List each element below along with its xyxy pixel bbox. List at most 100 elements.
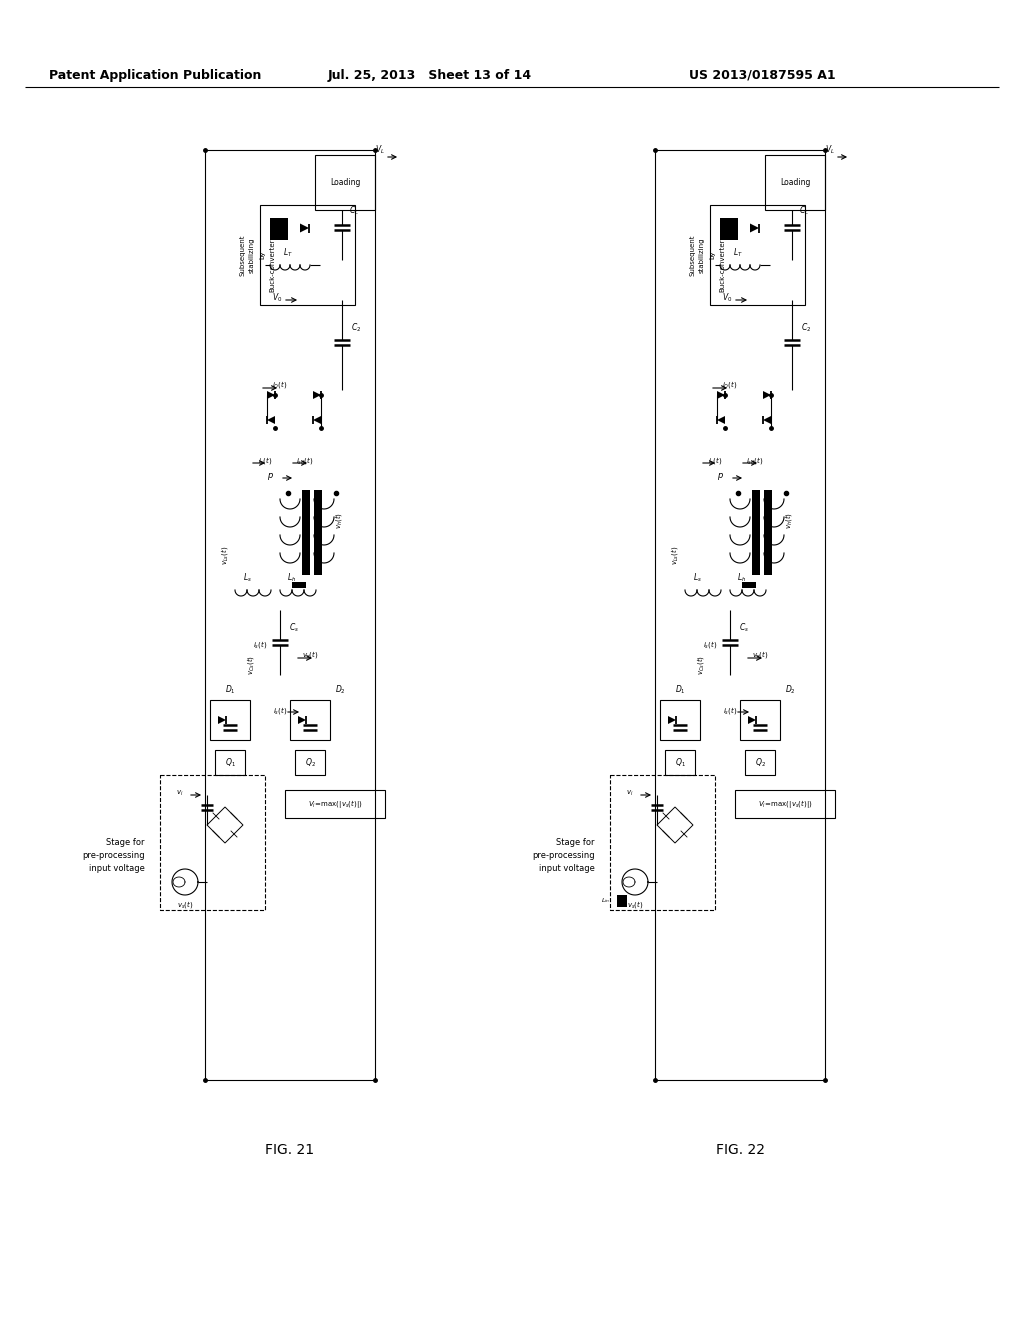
Text: pre-processing: pre-processing: [82, 851, 145, 861]
Bar: [210, 700, 250, 741]
Polygon shape: [218, 715, 226, 723]
Text: Loading: Loading: [330, 178, 360, 187]
Polygon shape: [748, 715, 756, 723]
Bar: [270, 218, 288, 240]
Polygon shape: [717, 391, 725, 399]
Text: $V_i\!=\!\max(|v_s(t)|)$: $V_i\!=\!\max(|v_s(t)|)$: [758, 799, 812, 810]
Text: $i_s(t)$: $i_s(t)$: [258, 454, 272, 466]
Text: $L_s$: $L_s$: [243, 572, 252, 585]
Text: $Q_2$: $Q_2$: [755, 756, 766, 770]
Bar: [285, 789, 385, 818]
Text: $D_1$: $D_1$: [675, 684, 685, 696]
Text: stabilizing: stabilizing: [249, 238, 255, 273]
Text: $i_{sd}(t)$: $i_{sd}(t)$: [296, 454, 313, 466]
Text: $v_{Cs}(t)$: $v_{Cs}(t)$: [245, 655, 256, 675]
Text: $V_0$: $V_0$: [722, 292, 732, 304]
Text: $v_i$: $v_i$: [627, 788, 634, 797]
Text: $L_s$: $L_s$: [692, 572, 701, 585]
Text: $v_{Ls}(t)$: $v_{Ls}(t)$: [219, 545, 230, 565]
Text: Buck-converter: Buck-converter: [269, 238, 275, 292]
Bar: [764, 490, 772, 576]
Text: $i_s(t)$: $i_s(t)$: [723, 705, 737, 715]
Text: $D_1$: $D_1$: [224, 684, 236, 696]
Bar: [617, 895, 627, 907]
Text: $v_h(t)$: $v_h(t)$: [782, 511, 794, 528]
Text: $i_D(t)$: $i_D(t)$: [272, 380, 288, 391]
Text: $C_L$: $C_L$: [799, 205, 809, 218]
Text: $V_L$: $V_L$: [825, 144, 835, 156]
Text: $C_L$: $C_L$: [349, 205, 359, 218]
Bar: [295, 750, 325, 775]
Bar: [215, 750, 245, 775]
Bar: [292, 582, 306, 587]
Text: Stage for: Stage for: [106, 838, 145, 847]
Text: $L_T$: $L_T$: [283, 247, 293, 259]
Text: $v_{Cs}(t)$: $v_{Cs}(t)$: [694, 655, 706, 675]
Polygon shape: [267, 391, 275, 399]
Text: $C_s$: $C_s$: [739, 622, 749, 634]
Text: $v_s(t)$: $v_s(t)$: [302, 649, 318, 660]
Polygon shape: [267, 416, 275, 424]
Text: $L_T$: $L_T$: [733, 247, 743, 259]
Text: $i_s(t)$: $i_s(t)$: [708, 454, 722, 466]
Text: Loading: Loading: [780, 178, 810, 187]
Bar: [710, 205, 805, 305]
Text: $V_i\!=\!\max(|v_s(t)|)$: $V_i\!=\!\max(|v_s(t)|)$: [307, 799, 362, 810]
Bar: [290, 700, 330, 741]
Text: $i_s(t)$: $i_s(t)$: [702, 639, 717, 651]
Text: $v_i$: $v_i$: [176, 788, 183, 797]
Text: Jul. 25, 2013   Sheet 13 of 14: Jul. 25, 2013 Sheet 13 of 14: [328, 69, 532, 82]
Text: $Q_1$: $Q_1$: [224, 756, 236, 770]
Text: $i_s(t)$: $i_s(t)$: [253, 639, 267, 651]
Text: p: p: [718, 470, 723, 479]
Polygon shape: [763, 391, 771, 399]
Text: $L_h$: $L_h$: [737, 572, 746, 585]
Bar: [735, 789, 835, 818]
Text: Subsequent: Subsequent: [239, 234, 245, 276]
Text: stabilizing: stabilizing: [699, 238, 705, 273]
Text: $v_{s}(t)$: $v_{s}(t)$: [177, 899, 194, 909]
Text: $i_D(t)$: $i_D(t)$: [722, 380, 737, 391]
Text: $D_2$: $D_2$: [335, 684, 345, 696]
Text: by: by: [259, 251, 265, 259]
Bar: [742, 582, 756, 587]
Text: input voltage: input voltage: [539, 865, 595, 873]
Polygon shape: [300, 223, 309, 232]
Polygon shape: [668, 715, 676, 723]
Text: FIG. 21: FIG. 21: [265, 1143, 314, 1158]
Text: p: p: [267, 470, 272, 479]
Text: $Q_2$: $Q_2$: [304, 756, 315, 770]
Text: $i_s(t)$: $i_s(t)$: [272, 705, 287, 715]
Text: $i_{sd}(t)$: $i_{sd}(t)$: [746, 454, 764, 466]
Text: $V_L$: $V_L$: [375, 144, 385, 156]
Bar: [314, 490, 322, 576]
Text: $C_s$: $C_s$: [289, 622, 299, 634]
Bar: [160, 775, 265, 909]
Bar: [665, 750, 695, 775]
Text: Buck-converter: Buck-converter: [719, 238, 725, 292]
Text: Stage for: Stage for: [556, 838, 595, 847]
Text: input voltage: input voltage: [89, 865, 145, 873]
Polygon shape: [313, 416, 321, 424]
Text: US 2013/0187595 A1: US 2013/0187595 A1: [689, 69, 836, 82]
Text: $V_0$: $V_0$: [271, 292, 283, 304]
Text: $C_2$: $C_2$: [801, 322, 811, 334]
Text: $L_{in}$: $L_{in}$: [601, 896, 610, 906]
Bar: [765, 154, 825, 210]
Text: Subsequent: Subsequent: [689, 234, 695, 276]
Bar: [740, 700, 780, 741]
Polygon shape: [313, 391, 321, 399]
Text: FIG. 22: FIG. 22: [716, 1143, 765, 1158]
Text: $v_h(t)$: $v_h(t)$: [333, 511, 343, 528]
Bar: [720, 218, 738, 240]
Text: $v_{Ls}(t)$: $v_{Ls}(t)$: [670, 545, 681, 565]
Bar: [610, 775, 715, 909]
Bar: [745, 750, 775, 775]
Bar: [660, 700, 700, 741]
Text: by: by: [709, 251, 715, 259]
Text: $Q_1$: $Q_1$: [675, 756, 685, 770]
Text: pre-processing: pre-processing: [532, 851, 595, 861]
Bar: [302, 490, 310, 576]
Bar: [260, 205, 355, 305]
Polygon shape: [763, 416, 771, 424]
